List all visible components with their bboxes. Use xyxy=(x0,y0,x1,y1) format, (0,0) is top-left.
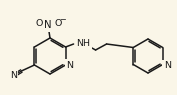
Text: NH: NH xyxy=(77,40,91,49)
Text: −: − xyxy=(59,15,65,25)
Text: N: N xyxy=(10,70,17,80)
Text: N: N xyxy=(67,61,74,70)
Text: O: O xyxy=(54,19,62,27)
Text: O: O xyxy=(35,19,43,28)
Text: N: N xyxy=(44,20,52,30)
Text: N: N xyxy=(164,61,171,70)
